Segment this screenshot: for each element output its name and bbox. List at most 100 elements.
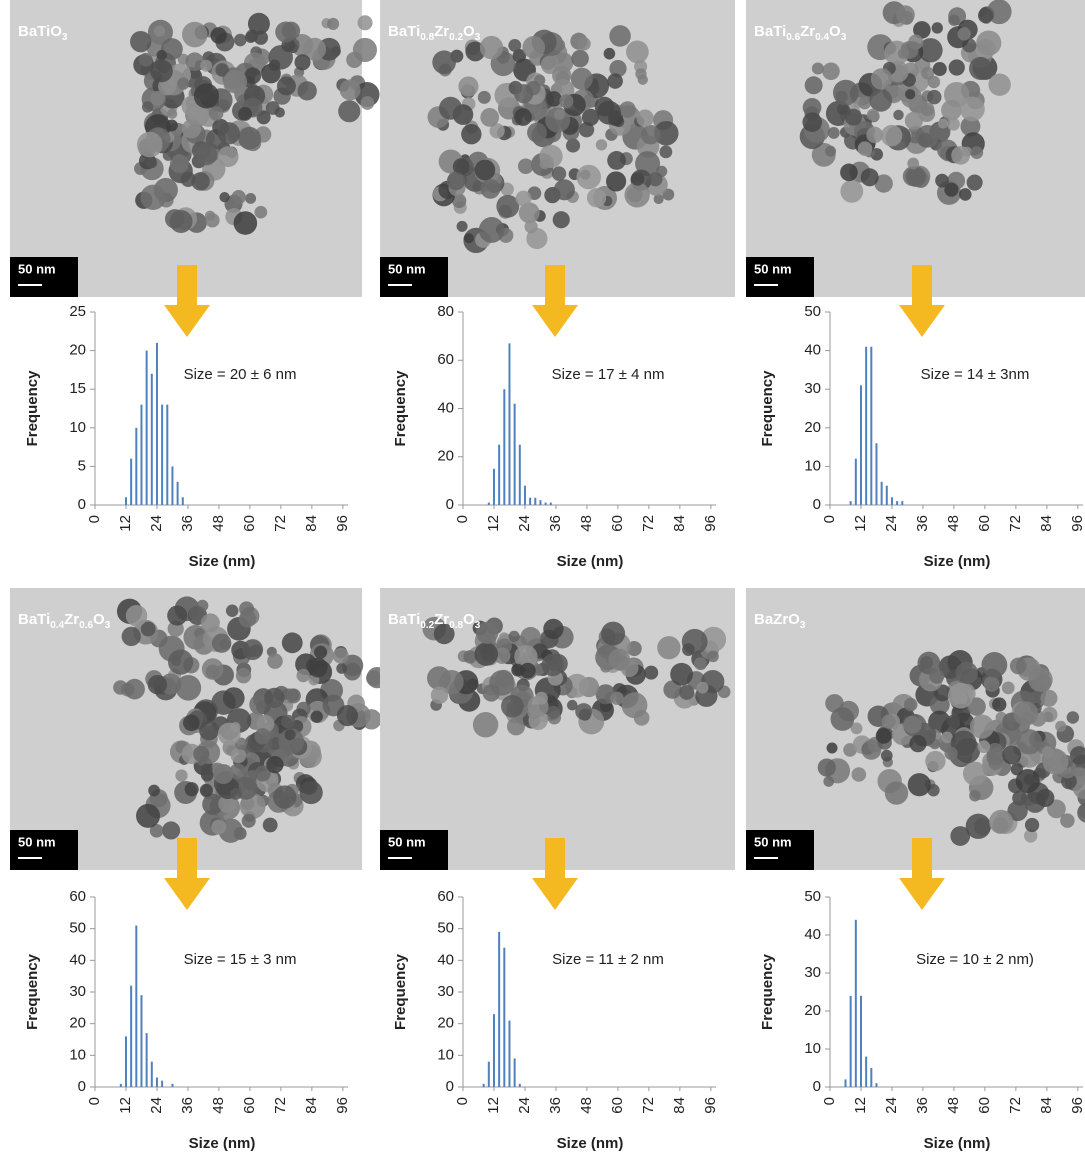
particle [682, 643, 695, 656]
particle [244, 67, 262, 85]
particle [136, 131, 163, 158]
particle [228, 763, 247, 782]
micrograph: BaTi0.2Zr0.8O3 50 nm [380, 588, 735, 870]
particle [1023, 829, 1038, 843]
scale-bar-box [380, 830, 448, 870]
particle [225, 604, 239, 618]
particle [608, 648, 631, 671]
particle [1060, 813, 1075, 828]
particle [520, 626, 541, 648]
bar [135, 427, 138, 505]
particle [113, 680, 128, 695]
x-tick-label: 84 [1038, 515, 1055, 532]
particle [1024, 817, 1040, 833]
particle [463, 650, 477, 664]
y-tick-label: 20 [69, 342, 86, 359]
particle [213, 764, 234, 785]
x-tick-label: 12 [485, 515, 502, 532]
scale-label: 50 nm [754, 261, 792, 276]
particle [626, 40, 649, 64]
particle [860, 168, 879, 187]
x-tick-label: 60 [241, 1097, 258, 1114]
particle [969, 714, 995, 739]
particle [571, 49, 589, 68]
particle [648, 172, 663, 187]
particle [294, 54, 311, 71]
particle [193, 745, 210, 763]
x-tick-label: 48 [578, 515, 595, 532]
particle [1001, 681, 1015, 695]
particle [313, 645, 328, 659]
bar [119, 1083, 122, 1087]
particle [947, 682, 974, 709]
particle [577, 37, 591, 51]
particle [830, 707, 855, 731]
bar [503, 389, 506, 505]
particle [851, 767, 867, 782]
x-tick-label: 96 [334, 515, 351, 532]
particle [217, 146, 239, 168]
particle [931, 22, 943, 34]
x-tick-label: 72 [640, 1097, 657, 1114]
particle [663, 680, 682, 699]
bar [508, 343, 511, 505]
particle [566, 699, 578, 711]
particle [256, 714, 275, 733]
particle [254, 205, 268, 219]
bar [492, 468, 495, 505]
particle [268, 59, 281, 72]
particle [586, 188, 607, 208]
particle [905, 89, 916, 100]
panel-label: BaTi0.2Zr0.8O3 [388, 611, 481, 631]
particle [696, 681, 709, 694]
scale-label: 50 nm [18, 834, 56, 849]
x-tick-label: 84 [671, 515, 688, 532]
particle [204, 210, 216, 221]
particle [273, 785, 297, 809]
particle [539, 159, 550, 170]
particle [162, 821, 181, 840]
particle [970, 146, 984, 160]
annotation: Size = 17 ± 4 nm [552, 366, 665, 383]
arrow [164, 838, 210, 910]
particle [139, 52, 153, 67]
x-tick-label: 36 [547, 515, 564, 532]
particle [621, 692, 648, 719]
particle [191, 172, 210, 191]
particle [456, 220, 468, 232]
particle [167, 605, 188, 626]
particle [199, 720, 220, 741]
x-tick-label: 48 [945, 515, 962, 532]
bar [140, 995, 143, 1087]
particle [149, 823, 164, 838]
particle [512, 49, 527, 63]
particle [653, 193, 664, 205]
particle [517, 158, 534, 175]
particle [478, 217, 505, 243]
y-axis-label: Frequency [759, 953, 776, 1030]
particle [546, 705, 560, 719]
particle [489, 670, 515, 696]
particle [907, 157, 920, 170]
particle [515, 190, 532, 207]
particle [610, 691, 624, 705]
particle [230, 787, 242, 800]
particle [202, 793, 224, 815]
bar [487, 1061, 490, 1087]
particle [193, 83, 220, 109]
y-tick-label: 50 [804, 303, 821, 320]
particle [1055, 720, 1067, 732]
particle [893, 109, 904, 121]
particle [595, 139, 608, 151]
particle [169, 154, 189, 174]
particle [858, 96, 871, 110]
bar [150, 1061, 153, 1087]
panel-label: BaTiO3 [18, 23, 68, 43]
particle [1002, 745, 1022, 765]
particle [256, 110, 271, 125]
particle [551, 166, 567, 181]
panel-label: BaTi0.8Zr0.2O3 [388, 23, 481, 43]
particle [130, 30, 152, 53]
particle [904, 111, 923, 130]
x-tick-label: 96 [1069, 515, 1085, 532]
